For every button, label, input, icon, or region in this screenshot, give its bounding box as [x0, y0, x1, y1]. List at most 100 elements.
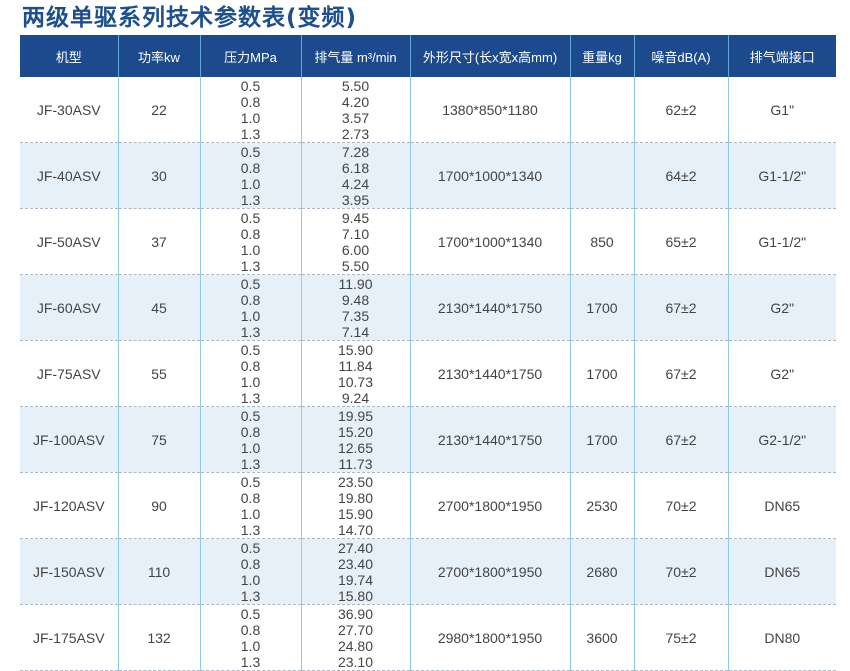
flow-cell-value: 19.74	[337, 572, 374, 588]
column-header: 压力MPa	[199, 35, 301, 77]
pressure-cell: 0.5 0.8 1.0 1.3	[199, 604, 301, 671]
weight-cell: 2680	[569, 538, 634, 605]
flow-cell: 15.90 11.84 10.73 9.24	[300, 340, 410, 407]
pressure-cell-value: 1.3	[240, 456, 261, 472]
pressure-cell: 0.5 0.8 1.0 1.3	[199, 142, 301, 209]
dimensions-cell: 1700*1000*1340	[409, 142, 570, 209]
model-cell: JF-60ASV	[20, 274, 118, 341]
flow-cell-value: 23.50	[337, 474, 374, 490]
weight-cell: 1700	[569, 340, 634, 407]
flow-cell-value: 11.73	[338, 456, 373, 472]
pressure-cell-value: 0.5	[240, 144, 261, 160]
table-row: JF-40ASV 30 0.5 0.8 1.0 1.3 7.28 6.18 4.24 3.95 17…	[20, 142, 836, 209]
pressure-cell-value: 0.8	[240, 622, 261, 638]
port-cell: G2"	[727, 274, 836, 341]
dimensions-cell: 2700*1800*1950	[409, 538, 570, 605]
flow-cell-value: 11.90	[338, 276, 373, 292]
model-cell: JF-120ASV	[20, 472, 118, 539]
flow-cell-value: 10.73	[337, 374, 374, 390]
dimensions-cell: 1700*1000*1340	[409, 208, 570, 275]
flow-cell-value: 5.50	[341, 258, 370, 274]
table-row: JF-50ASV 37 0.5 0.8 1.0 1.3 9.45 7.10 6.00 5.50 17…	[20, 208, 836, 275]
noise-cell: 70±2	[633, 472, 728, 539]
pressure-cell: 0.5 0.8 1.0 1.3	[199, 406, 301, 473]
noise-cell: 70±2	[633, 538, 728, 605]
pressure-cell-value: 0.8	[240, 358, 261, 374]
pressure-cell-value: 1.3	[240, 126, 261, 142]
header-row: 机型 功率kw 压力MPa 排气量 m³/min 外形尺寸(长x宽x高mm) 重量kg 噪音…	[20, 35, 836, 77]
column-header: 外形尺寸(长x宽x高mm)	[409, 35, 570, 77]
flow-cell-value: 24.80	[337, 638, 374, 654]
power-cell: 132	[117, 604, 200, 671]
table-row: JF-100ASV 75 0.5 0.8 1.0 1.3 19.95 15.20 12.65 11…	[20, 406, 836, 473]
pressure-cell-value: 0.8	[240, 490, 261, 506]
flow-cell-value: 14.70	[337, 522, 374, 538]
flow-cell: 27.40 23.40 19.74 15.80	[300, 538, 410, 605]
column-header: 机型	[20, 35, 118, 77]
weight-cell: 3600	[569, 604, 634, 671]
flow-cell-value: 5.50	[341, 78, 370, 94]
power-cell: 55	[117, 340, 200, 407]
pressure-cell-value: 0.8	[240, 226, 261, 242]
page-title: 两级单驱系列技术参数表(变频)	[22, 5, 358, 31]
weight-cell	[569, 142, 634, 209]
power-cell: 75	[117, 406, 200, 473]
pressure-cell: 0.5 0.8 1.0 1.3	[199, 340, 301, 407]
flow-cell-value: 7.28	[341, 144, 370, 160]
model-cell: JF-50ASV	[20, 208, 118, 275]
pressure-cell: 0.5 0.8 1.0 1.3	[199, 472, 301, 539]
dimensions-cell: 2130*1440*1750	[409, 406, 570, 473]
noise-cell: 65±2	[633, 208, 728, 275]
flow-cell: 9.45 7.10 6.00 5.50	[300, 208, 410, 275]
power-cell: 110	[117, 538, 200, 605]
table-row: JF-30ASV 22 0.5 0.8 1.0 1.3 5.50 4.20 3.57 2.73 13…	[20, 77, 836, 143]
weight-cell: 2530	[569, 472, 634, 539]
table-row: JF-60ASV 45 0.5 0.8 1.0 1.3 11.90 9.48 7.35 7.14 2…	[20, 274, 836, 341]
pressure-cell-value: 0.8	[240, 556, 261, 572]
flow-cell-value: 9.48	[341, 292, 370, 308]
flow-cell-value: 9.45	[341, 210, 370, 226]
flow-cell: 36.90 27.70 24.80 23.10	[300, 604, 410, 671]
flow-cell-value: 6.18	[341, 160, 370, 176]
port-cell: DN65	[727, 538, 836, 605]
pressure-cell-value: 0.8	[240, 94, 261, 110]
port-cell: DN65	[727, 472, 836, 539]
noise-cell: 67±2	[633, 274, 728, 341]
flow-cell-value: 3.57	[341, 110, 370, 126]
power-cell: 90	[117, 472, 200, 539]
column-header: 噪音dB(A)	[633, 35, 728, 77]
flow-cell: 11.90 9.48 7.35 7.14	[300, 274, 410, 341]
pressure-cell-value: 0.5	[240, 210, 261, 226]
noise-cell: 75±2	[633, 604, 728, 671]
pressure-cell-value: 0.8	[240, 424, 261, 440]
noise-cell: 62±2	[633, 77, 728, 143]
dimensions-cell: 2130*1440*1750	[409, 274, 570, 341]
pressure-cell-value: 1.0	[240, 176, 261, 192]
port-cell: G1"	[727, 77, 836, 143]
port-cell: DN80	[727, 604, 836, 671]
port-cell: G1-1/2"	[727, 142, 836, 209]
pressure-cell-value: 1.0	[240, 440, 261, 456]
column-header: 排气端接口	[727, 35, 836, 77]
flow-cell-value: 36.90	[337, 606, 374, 622]
pressure-cell: 0.5 0.8 1.0 1.3	[199, 77, 301, 143]
model-cell: JF-175ASV	[20, 604, 118, 671]
model-cell: JF-30ASV	[20, 77, 118, 143]
flow-cell-value: 7.14	[341, 324, 370, 340]
pressure-cell: 0.5 0.8 1.0 1.3	[199, 208, 301, 275]
table-row: JF-175ASV 132 0.5 0.8 1.0 1.3 36.90 27.70 24.80 2…	[20, 604, 836, 671]
noise-cell: 64±2	[633, 142, 728, 209]
dimensions-cell: 1380*850*1180	[409, 77, 570, 143]
model-cell: JF-100ASV	[20, 406, 118, 473]
flow-cell-value: 15.80	[337, 588, 374, 604]
pressure-cell-value: 1.0	[240, 506, 261, 522]
spec-table: 机型 功率kw 压力MPa 排气量 m³/min 外形尺寸(长x宽x高mm) 重量kg 噪音…	[20, 35, 836, 671]
port-cell: G1-1/2"	[727, 208, 836, 275]
pressure-cell-value: 1.0	[240, 374, 261, 390]
pressure-cell-value: 0.5	[240, 408, 261, 424]
port-cell: G2"	[727, 340, 836, 407]
noise-cell: 67±2	[633, 340, 728, 407]
flow-cell-value: 7.35	[341, 308, 370, 324]
pressure-cell: 0.5 0.8 1.0 1.3	[199, 274, 301, 341]
flow-cell-value: 19.95	[337, 408, 374, 424]
